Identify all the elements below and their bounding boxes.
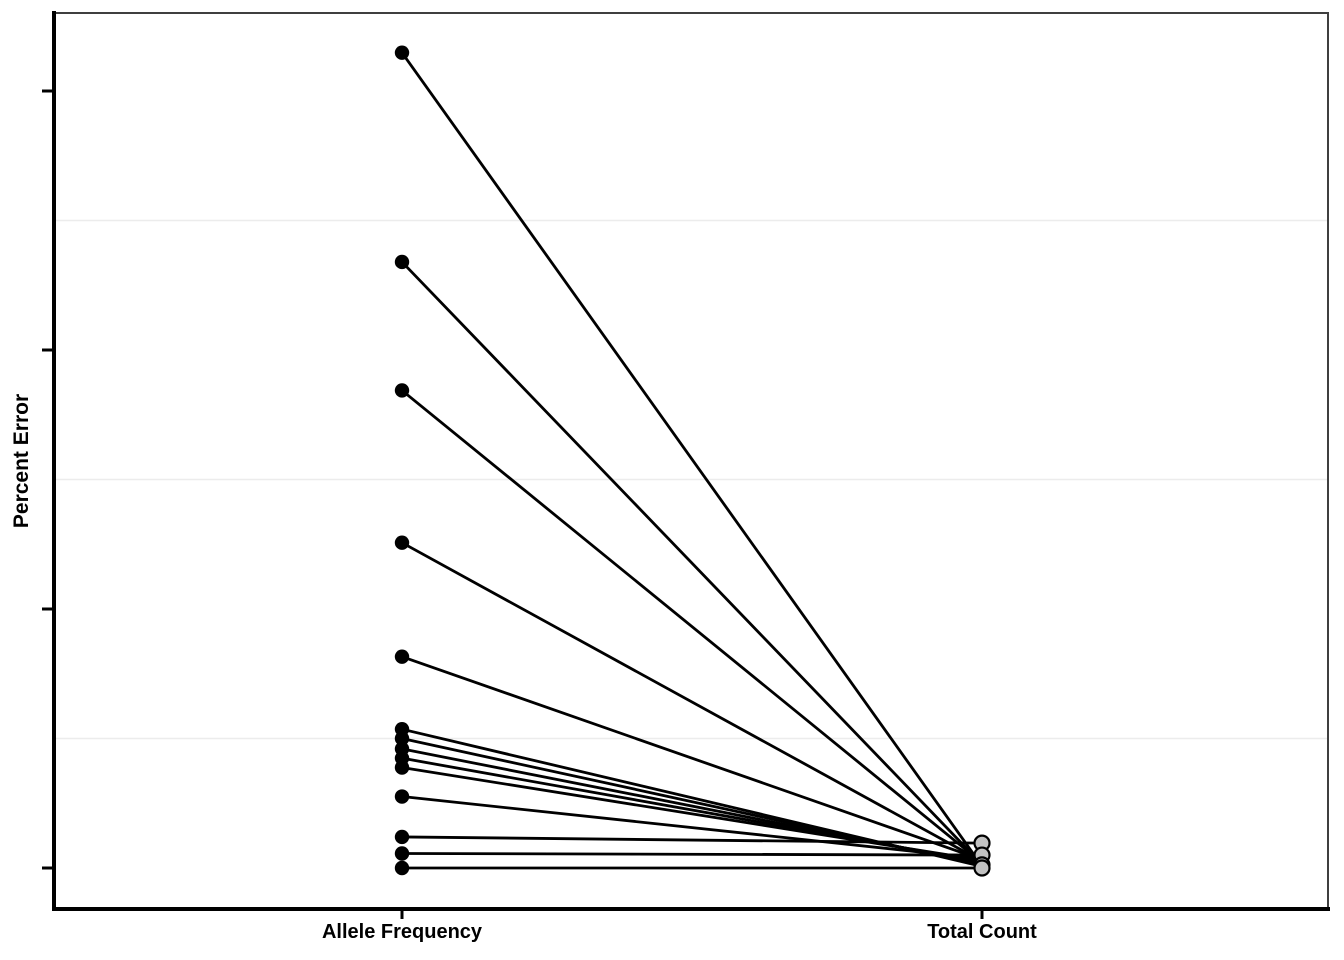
slope-line <box>401 766 983 862</box>
allele-frequency-point <box>394 760 410 775</box>
total-count-point <box>973 859 991 877</box>
y-axis-ticks-group <box>42 89 54 870</box>
slope-line <box>400 260 984 866</box>
allele-frequency-point <box>394 649 410 664</box>
right-points-group <box>973 834 991 877</box>
allele-frequency-point <box>394 45 410 60</box>
allele-frequency-point <box>394 846 410 861</box>
slope-line <box>401 795 983 861</box>
slope-line <box>401 852 983 857</box>
slope-line <box>400 51 984 867</box>
x-category-label-allele-frequency: Allele Frequency <box>322 921 483 943</box>
slope-line <box>401 541 983 863</box>
allele-frequency-point <box>394 254 410 270</box>
left-points-group <box>394 45 410 876</box>
allele-frequency-point <box>394 829 410 845</box>
y-axis-title: Percent Error <box>10 394 33 528</box>
slope-line <box>401 655 983 862</box>
gridlines-group <box>56 219 1327 740</box>
allele-frequency-point <box>394 860 410 876</box>
slope-lines-group <box>400 51 984 870</box>
x-axis-ticks-group <box>400 909 984 919</box>
x-category-label-total-count: Total Count <box>927 921 1037 943</box>
allele-frequency-point <box>394 731 410 746</box>
panel-border <box>53 12 1329 910</box>
allele-frequency-point <box>394 383 410 398</box>
slope-line <box>401 389 983 864</box>
allele-frequency-point <box>394 789 410 804</box>
allele-frequency-point <box>394 535 410 550</box>
slope-line <box>401 835 983 845</box>
